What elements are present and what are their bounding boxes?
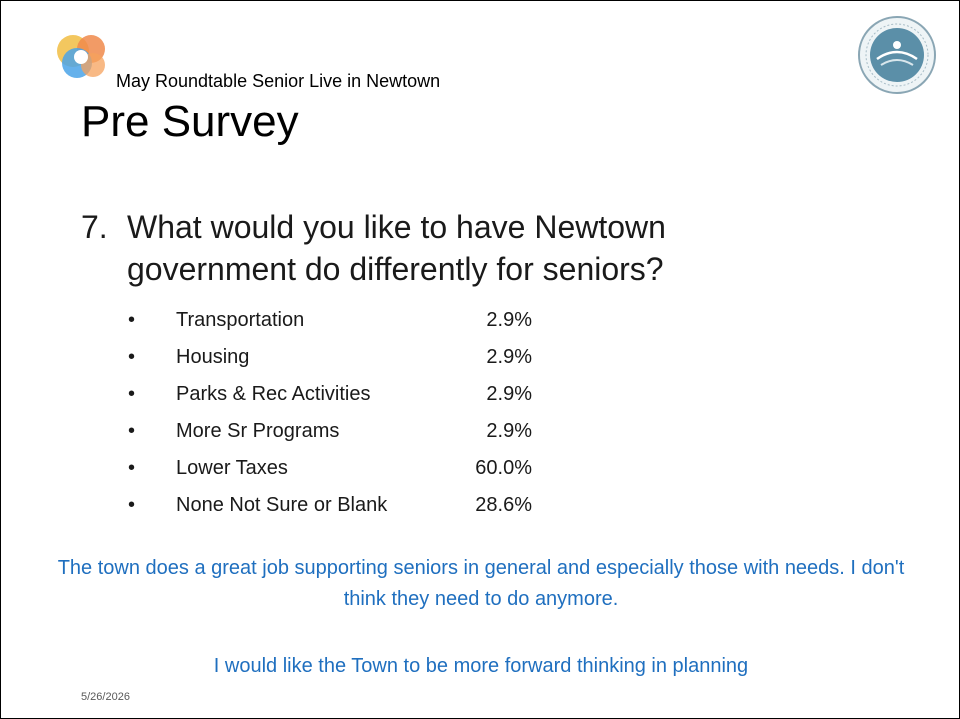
response-percent: 28.6% [475,494,532,516]
respondent-comment: I would like the Town to be more forward… [213,655,749,677]
response-label: More Sr Programs [176,420,340,442]
survey-question: 7. What would you like to have Newtown g… [81,206,801,290]
bullet-icon: • [128,309,136,331]
seal-icon [858,16,936,94]
response-percent: 2.9% [486,420,532,442]
response-percent: 60.0% [475,457,532,479]
response-label: Lower Taxes [176,457,288,479]
bullet-icon: • [128,346,136,368]
response-label: None Not Sure or Blank [176,494,388,516]
question-text: What would you like to have Newtown gove… [127,209,666,287]
bullet-icon: • [128,494,136,516]
response-label: Parks & Rec Activities [176,383,371,405]
bullet-icon: • [128,457,136,479]
response-percent: 2.9% [486,309,532,331]
bullet-icon: • [128,383,136,405]
response-label: Transportation [176,309,305,331]
respondent-comment: The town does a great job supporting sen… [57,557,905,610]
slide-title: Pre Survey [81,97,299,146]
response-percent: 2.9% [486,383,532,405]
response-percent: 2.9% [486,346,532,368]
bullet-icon: • [128,420,136,442]
question-number: 7. [81,209,108,245]
response-label: Housing [176,346,250,368]
app-logo-icon [57,35,105,78]
slide-date: 5/26/2026 [81,691,130,703]
presentation-subtitle: May Roundtable Senior Live in Newtown [116,71,441,91]
